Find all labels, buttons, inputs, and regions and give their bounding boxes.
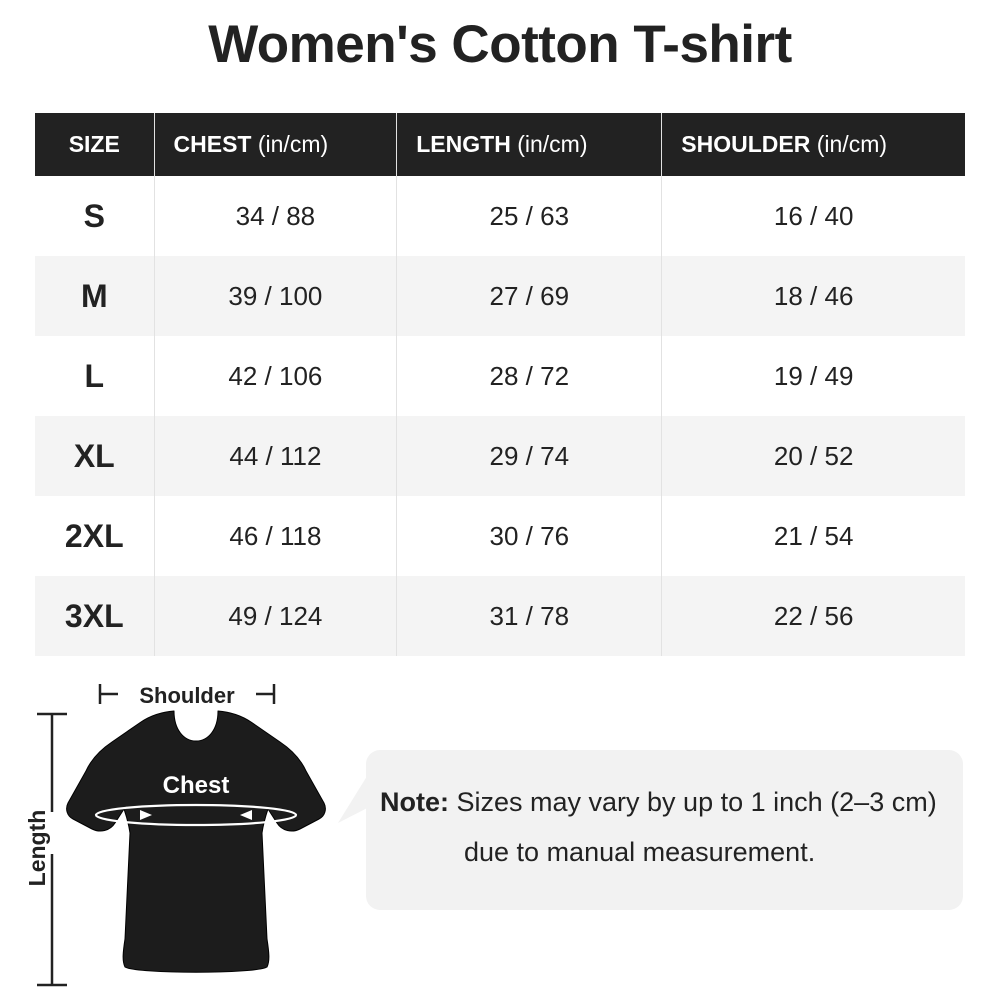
- svg-text:Chest: Chest: [163, 772, 230, 799]
- svg-text:Length: Length: [24, 810, 50, 887]
- svg-text:Shoulder: Shoulder: [139, 683, 235, 708]
